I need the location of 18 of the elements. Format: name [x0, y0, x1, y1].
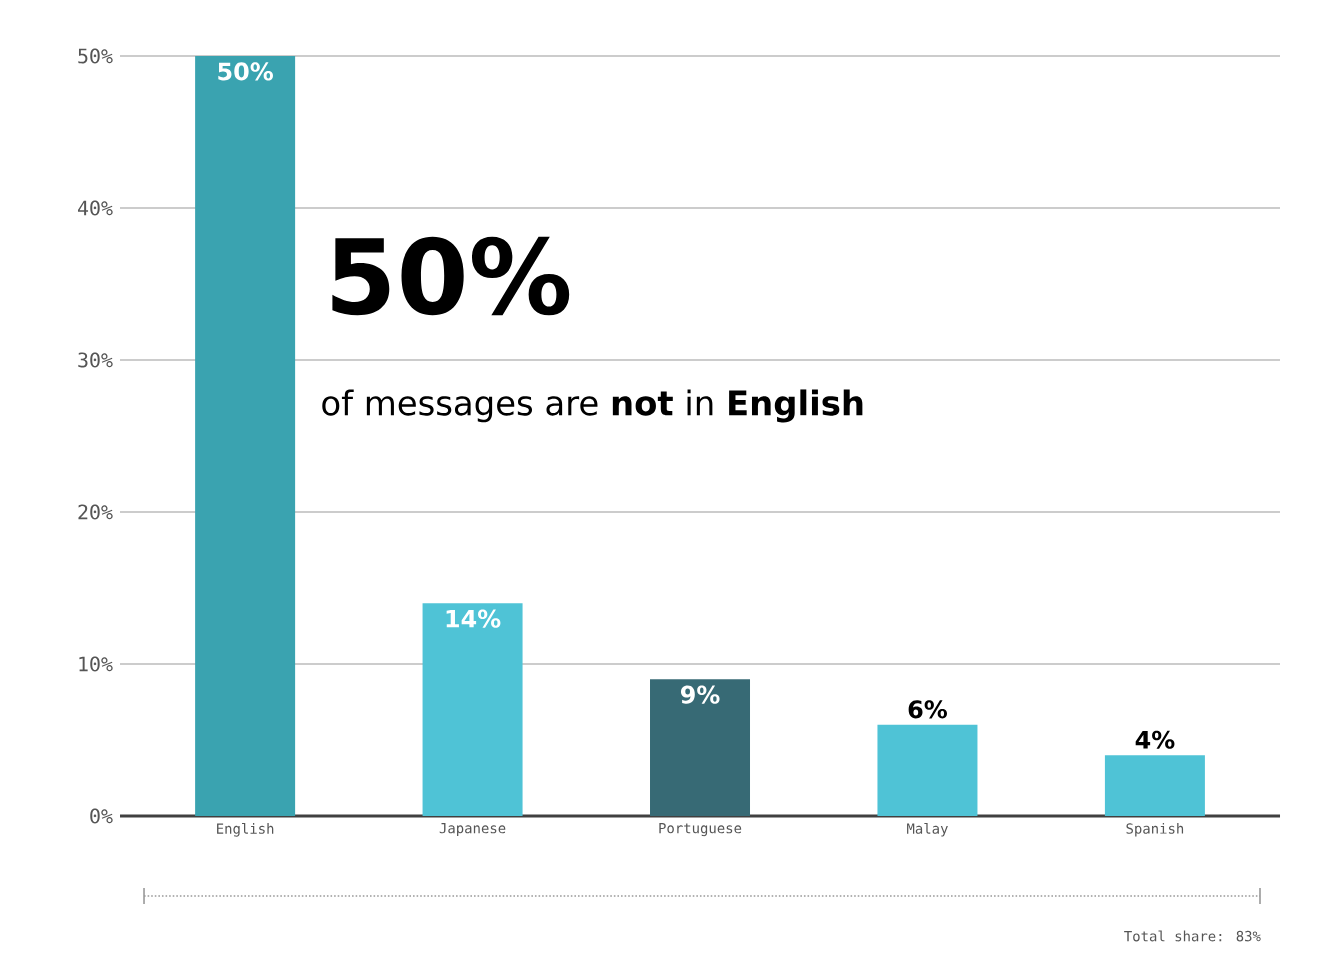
bar [422, 603, 523, 816]
data-label: 6% [908, 700, 947, 719]
data-label: 50% [218, 62, 273, 81]
bar [877, 724, 978, 816]
annotation: of messages are not in English [322, 389, 863, 423]
y-tick-label: 30% [78, 352, 113, 368]
data-label: 14% [446, 609, 501, 628]
y-tick-label: 40% [77, 200, 113, 216]
bar [650, 679, 751, 816]
y-tick-label: 20% [78, 504, 113, 520]
data-label: 4% [1135, 730, 1175, 749]
bar [195, 55, 296, 816]
bar [1104, 755, 1205, 816]
annotation: 50% [332, 236, 570, 316]
data-label: 9% [680, 685, 720, 704]
y-tick-label: 10% [79, 656, 113, 672]
y-tick-label: 0% [90, 808, 113, 824]
y-tick-label: 50% [78, 48, 113, 64]
